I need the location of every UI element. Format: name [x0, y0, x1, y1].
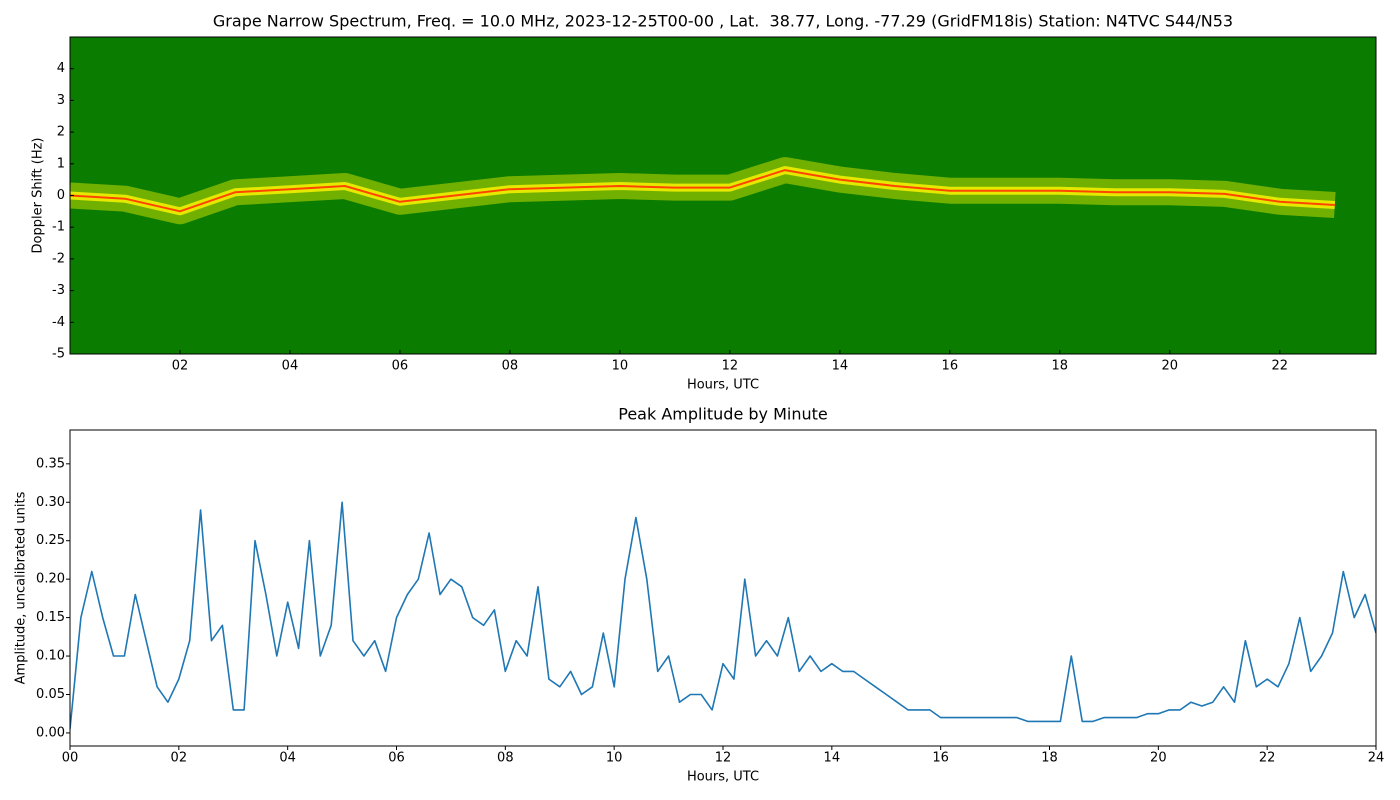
y-tick-label: 1: [57, 156, 65, 171]
y-tick-label: 0.35: [36, 456, 65, 471]
x-tick-label: 06: [388, 751, 405, 766]
y-tick-label: -3: [52, 283, 65, 298]
y-tick-label: -5: [52, 347, 65, 362]
spectrogram-layer: [70, 157, 1336, 225]
y-tick-label: -1: [52, 220, 65, 235]
x-tick-label: 02: [172, 359, 189, 374]
x-tick-label: 20: [1150, 751, 1167, 766]
doppler-trace: [70, 169, 1335, 213]
x-tick-label: 02: [171, 751, 188, 766]
x-tick-label: 14: [832, 359, 849, 374]
x-tick-label: 24: [1368, 751, 1385, 766]
x-tick-label: 08: [502, 359, 519, 374]
x-tick-label: 14: [824, 751, 841, 766]
x-tick-label: 04: [282, 359, 299, 374]
y-tick-label: 4: [57, 61, 65, 76]
y-tick-label: 0: [57, 188, 65, 203]
x-axis-label: Hours, UTC: [687, 378, 759, 393]
y-tick-label: 3: [57, 93, 65, 108]
subplot: Peak Amplitude by Minute 00 02 04 06 08 10 12 14…: [14, 405, 1385, 785]
y-tick-label: 0.20: [36, 572, 65, 587]
chart-title: Grape Narrow Spectrum, Freq. = 10.0 MHz,…: [213, 12, 1233, 31]
x-axis-label: Hours, UTC: [687, 770, 759, 785]
x-tick-label: 22: [1259, 751, 1276, 766]
x-tick-label: 16: [932, 751, 949, 766]
subplot: Grape Narrow Spectrum, Freq. = 10.0 MHz,…: [31, 12, 1377, 393]
x-tick-label: 08: [497, 751, 514, 766]
plot-frame: [69, 429, 1377, 747]
x-tick-label: 10: [612, 359, 629, 374]
x-tick-label: 20: [1162, 359, 1179, 374]
x-tick-label: 06: [392, 359, 409, 374]
x-tick-label: 00: [62, 751, 79, 766]
y-tick-label: 0.00: [36, 725, 65, 740]
y-axis-label: Amplitude, uncalibrated units: [14, 491, 29, 684]
x-tick-label: 12: [722, 359, 739, 374]
y-axis-label: Doppler Shift (Hz): [31, 138, 46, 254]
x-tick-label: 18: [1041, 751, 1058, 766]
x-tick-label: 16: [942, 359, 959, 374]
line-layer: [70, 501, 1376, 730]
amplitude-line: [70, 501, 1376, 730]
x-tick-label: 12: [715, 751, 732, 766]
y-tick-label: 0.30: [36, 495, 65, 510]
x-tick-label: 22: [1271, 359, 1288, 374]
y-tick-label: 0.25: [36, 533, 65, 548]
y-tick-label: 0.05: [36, 687, 65, 702]
y-tick-label: -4: [52, 315, 65, 330]
x-tick-label: 10: [606, 751, 623, 766]
x-tick-label: 04: [279, 751, 296, 766]
chart-title: Peak Amplitude by Minute: [618, 405, 828, 424]
y-tick-label: 0.15: [36, 610, 65, 625]
y-tick-label: -2: [52, 251, 65, 266]
y-tick-label: 0.10: [36, 649, 65, 664]
x-tick-label: 18: [1052, 359, 1069, 374]
y-tick-label: 2: [57, 125, 65, 140]
